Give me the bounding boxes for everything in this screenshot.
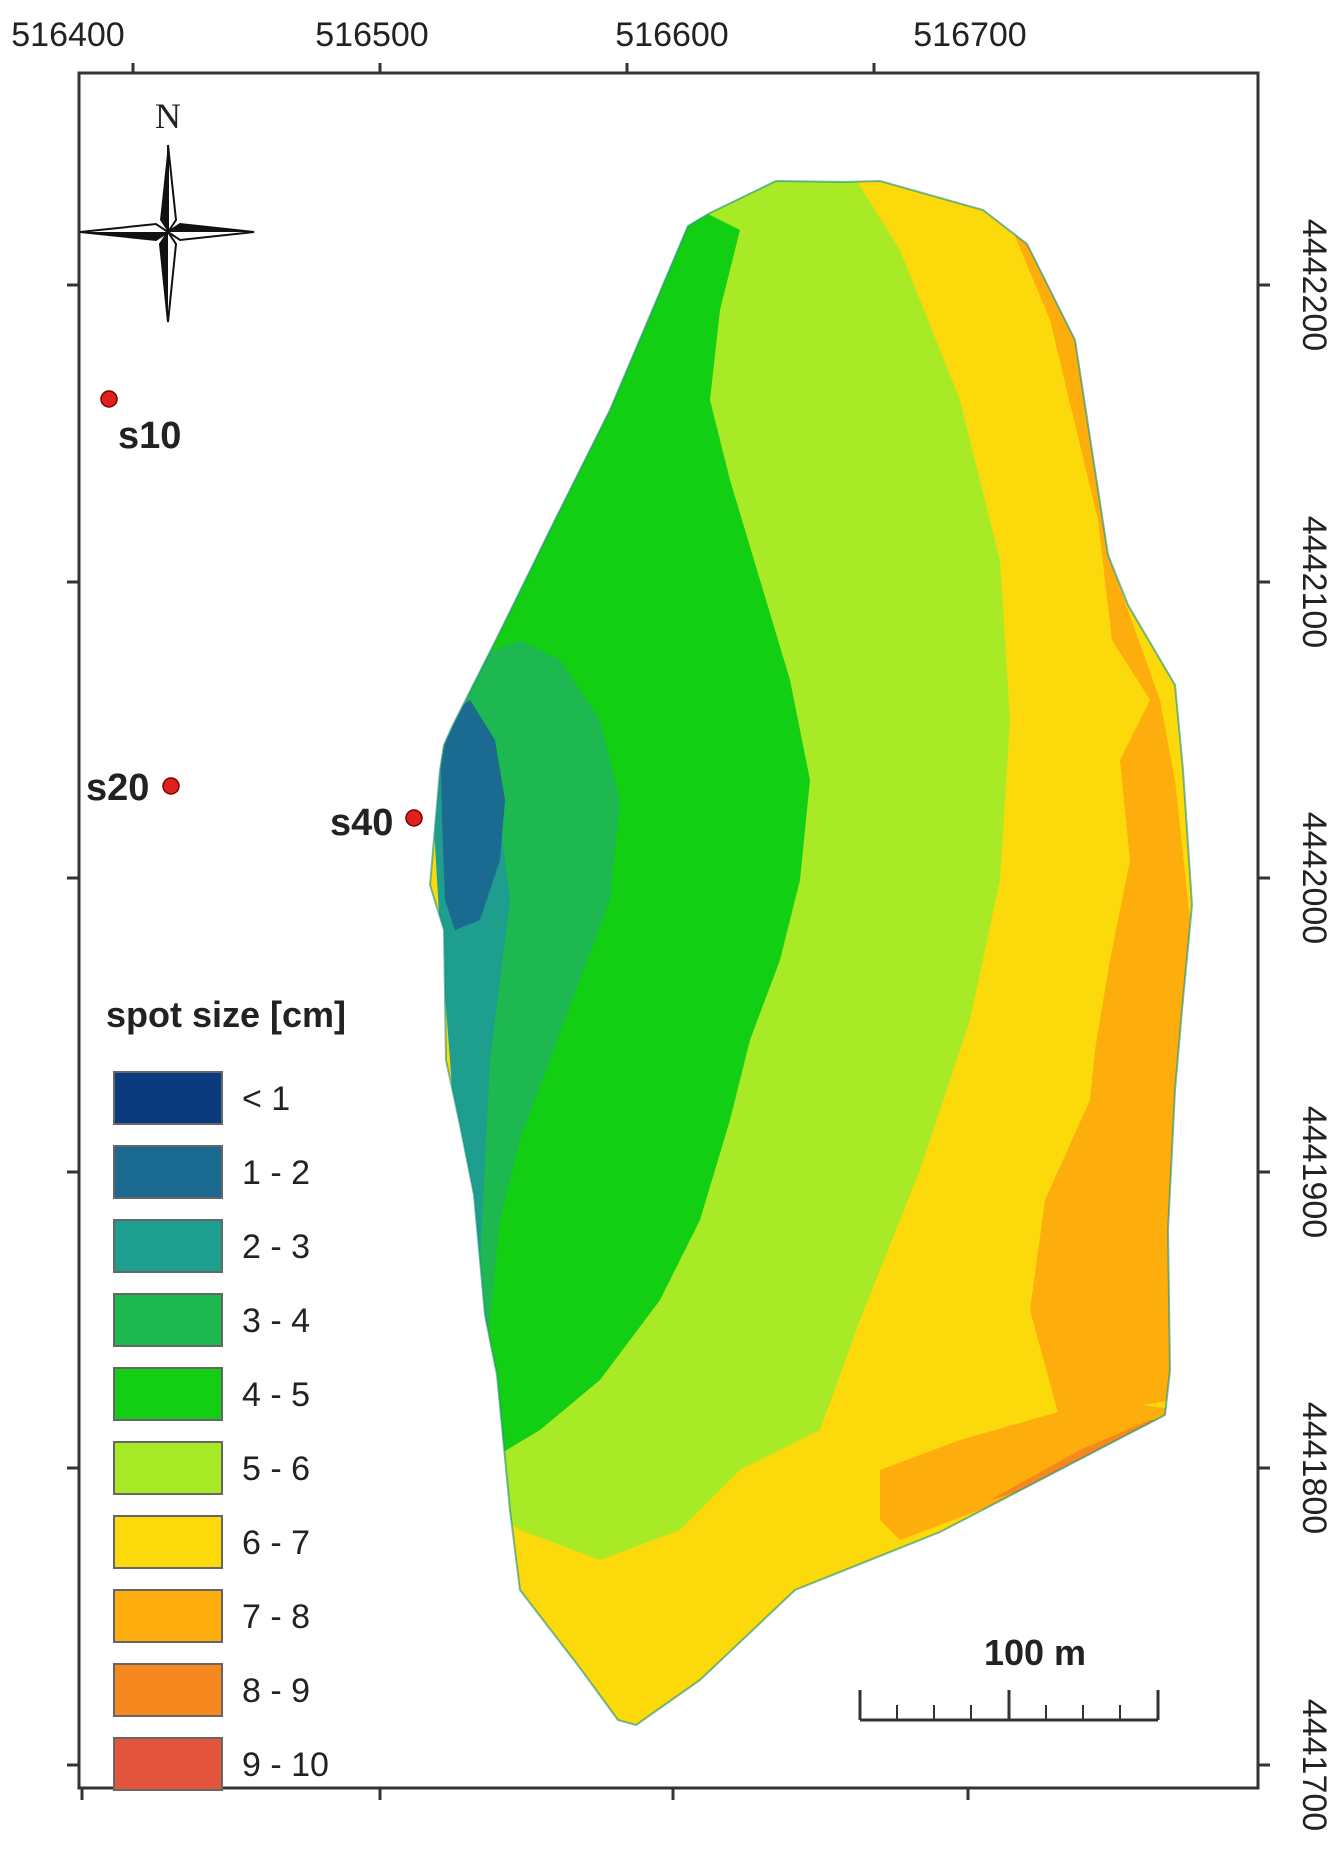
legend-swatch: [113, 1737, 223, 1791]
band-7-8-south: [880, 1400, 1180, 1540]
station-s10: s10: [100, 390, 181, 457]
y-tick-label: 4442000: [1295, 812, 1329, 944]
legend-item: < 1: [113, 1071, 290, 1125]
y-axis-left: [67, 283, 79, 1767]
legend-item: 3 - 4: [113, 1293, 310, 1347]
y-tick-label: 4441900: [1295, 1106, 1329, 1238]
legend-swatch: [113, 1071, 223, 1125]
station-label: s20: [86, 767, 149, 809]
legend-swatch: [113, 1441, 223, 1495]
band-1-2: [440, 700, 505, 930]
legend-item: 1 - 2: [113, 1145, 310, 1199]
legend-item: 9 - 10: [113, 1737, 329, 1791]
legend-item: 2 - 3: [113, 1219, 310, 1273]
x-axis-top: 516400 516500 516600 516700: [11, 16, 1027, 73]
station-s20: s20: [86, 767, 180, 809]
x-axis-bottom: [80, 1788, 970, 1800]
legend-item: 4 - 5: [113, 1367, 310, 1421]
legend-swatch: [113, 1367, 223, 1421]
x-tick-label: 516600: [615, 16, 728, 54]
legend-label: 8 - 9: [242, 1672, 310, 1710]
legend-item: 8 - 9: [113, 1663, 310, 1717]
legend-label: 7 - 8: [242, 1598, 310, 1636]
scale-bar: 100 m: [858, 1632, 1160, 1722]
legend-label: < 1: [242, 1080, 290, 1118]
legend-swatch: [113, 1663, 223, 1717]
x-tick-label: 516500: [315, 16, 428, 54]
band-4-5: [450, 205, 810, 1460]
station-marker: [100, 390, 118, 408]
x-tick-label: 516400: [11, 16, 124, 54]
scale-label: 100 m: [984, 1632, 1086, 1673]
north-arrow-icon: N: [79, 96, 255, 323]
legend-label: 9 - 10: [242, 1746, 329, 1784]
station-marker: [162, 777, 180, 795]
legend-label: 5 - 6: [242, 1450, 310, 1488]
legend-label: 4 - 5: [242, 1376, 310, 1414]
y-tick-label: 4442200: [1295, 219, 1329, 351]
legend-swatch: [113, 1219, 223, 1273]
y-tick-label: 4441800: [1295, 1402, 1329, 1534]
legend-label: 6 - 7: [242, 1524, 310, 1562]
band-7-8-east: [1000, 200, 1190, 1420]
legend-swatch: [113, 1515, 223, 1569]
y-axis-right: 4442200 4442100 4442000 4441900 4441800 …: [1258, 219, 1329, 1831]
legend-title: spot size [cm]: [106, 994, 346, 1035]
legend: spot size [cm] < 1 1 - 2 2 - 3 3 - 4 4 -…: [106, 994, 346, 1791]
y-tick-label: 4442100: [1295, 516, 1329, 648]
legend-label: 3 - 4: [242, 1302, 310, 1340]
station-label: s10: [118, 415, 181, 457]
survey-area-outline: [428, 179, 1194, 1727]
legend-swatch: [113, 1589, 223, 1643]
station-marker: [405, 809, 423, 827]
legend-swatch: [113, 1293, 223, 1347]
y-tick-label: 4441700: [1295, 1699, 1329, 1831]
legend-label: 1 - 2: [242, 1154, 310, 1192]
x-tick-label: 516700: [913, 16, 1026, 54]
legend-item: 7 - 8: [113, 1589, 310, 1643]
legend-item: 5 - 6: [113, 1441, 310, 1495]
station-label: s40: [330, 802, 393, 844]
station-s40: s40: [330, 802, 423, 844]
north-label: N: [155, 96, 181, 136]
legend-label: 2 - 3: [242, 1228, 310, 1266]
legend-item: 6 - 7: [113, 1515, 310, 1569]
legend-swatch: [113, 1145, 223, 1199]
